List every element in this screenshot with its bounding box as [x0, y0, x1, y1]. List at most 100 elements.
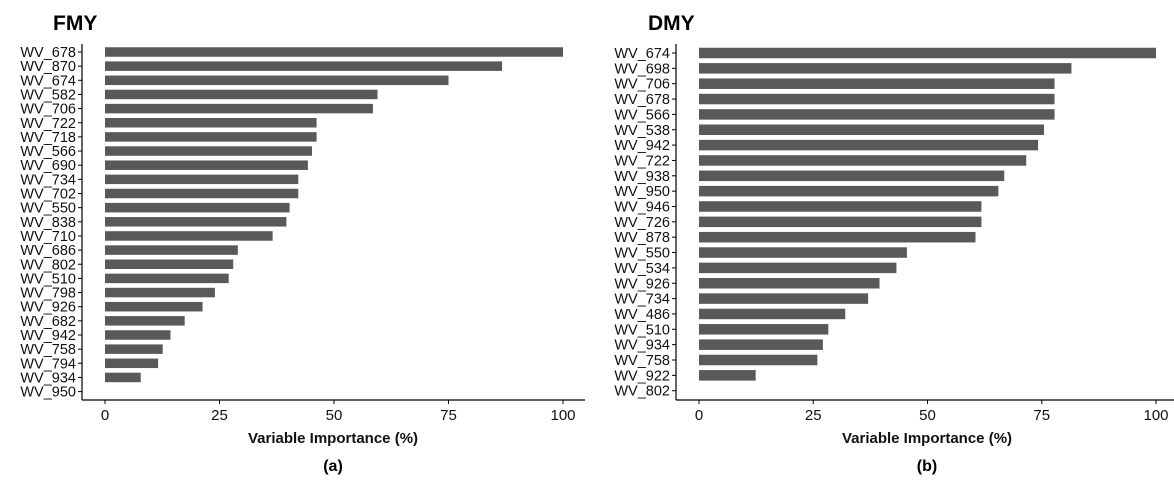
bar — [105, 372, 141, 383]
bar — [699, 324, 829, 335]
category-label: WV_934 — [20, 370, 76, 386]
bar — [699, 109, 1055, 120]
x-tick-label: 50 — [326, 407, 343, 424]
category-label: WV_734 — [614, 292, 670, 308]
category-label: WV_550 — [614, 246, 670, 262]
x-tick-label: 50 — [919, 407, 936, 424]
bar — [699, 139, 1039, 151]
bar — [105, 75, 449, 86]
bar — [699, 201, 982, 212]
chart-dmy: DMY Variable Importance (%) (b) WV_674WV… — [614, 12, 1174, 475]
bar — [699, 262, 897, 274]
category-label: WV_678 — [20, 45, 76, 61]
x-tick-label: 25 — [805, 407, 822, 424]
chart-fmy: FMY Variable Importance (%) (a) WV_678WV… — [20, 12, 585, 475]
category-label: WV_674 — [614, 46, 670, 62]
x-tick-label: 100 — [1143, 407, 1168, 424]
bar — [105, 61, 503, 71]
category-label: WV_794 — [20, 356, 76, 372]
category-label: WV_726 — [614, 215, 670, 231]
bar — [699, 339, 823, 350]
chart-title: FMY — [53, 12, 97, 35]
bar — [699, 170, 1005, 182]
bar — [699, 278, 880, 289]
category-label: WV_682 — [20, 314, 76, 330]
chart-panel-dmy: DMY Variable Importance (%) (b) WV_674 WV… — [593, 0, 1174, 480]
bar — [699, 185, 999, 197]
x-tick-label: 100 — [550, 407, 575, 424]
x-tick-label: 25 — [211, 407, 228, 424]
bar — [105, 330, 171, 340]
category-label: WV_942 — [614, 138, 670, 154]
category-label: WV_686 — [20, 243, 76, 259]
bar — [699, 293, 869, 304]
bar — [105, 89, 378, 100]
bar — [105, 301, 203, 312]
x-tick-label: 0 — [101, 407, 109, 424]
bar — [105, 188, 299, 199]
bar — [105, 231, 273, 241]
category-label: WV_566 — [614, 107, 670, 123]
x-tick-label: 75 — [1033, 407, 1050, 424]
category-label: WV_566 — [20, 144, 76, 160]
bar — [699, 63, 1072, 74]
category-label: WV_838 — [20, 215, 76, 231]
bar — [699, 247, 907, 258]
bar — [699, 354, 818, 366]
x-axis-title: Variable Importance (%) — [248, 430, 418, 447]
bar — [105, 358, 159, 369]
bar — [105, 174, 299, 185]
bar — [105, 273, 229, 284]
category-label: WV_706 — [20, 102, 76, 118]
bar — [699, 124, 1045, 135]
bar — [105, 259, 234, 269]
category-label: WV_870 — [20, 59, 76, 75]
bar — [699, 216, 982, 228]
bar — [699, 78, 1055, 89]
bar — [699, 155, 1027, 166]
bar — [699, 370, 756, 381]
x-axis-title: Variable Importance (%) — [842, 430, 1012, 447]
category-label: WV_798 — [20, 286, 76, 302]
category-label: WV_486 — [614, 307, 670, 323]
bar — [105, 245, 238, 255]
category-label: WV_690 — [20, 158, 76, 174]
category-label: WV_922 — [614, 368, 670, 384]
category-label: WV_946 — [614, 200, 670, 216]
bar — [105, 287, 215, 298]
bar — [105, 202, 290, 213]
category-label: WV_722 — [614, 153, 670, 169]
category-label: WV_718 — [20, 130, 76, 146]
chart-panel-fmy: FMY Variable Importance (%) (a) WV_678 WV… — [20, 12, 585, 475]
category-label: WV_678 — [614, 92, 670, 108]
category-label: WV_942 — [20, 328, 76, 344]
x-tick-label: 0 — [695, 407, 703, 424]
category-label: WV_802 — [614, 384, 670, 400]
bar — [105, 47, 563, 57]
bar — [105, 316, 185, 326]
category-label: WV_698 — [614, 61, 670, 77]
category-label: WV_758 — [614, 353, 670, 369]
category-label: WV_926 — [614, 276, 670, 292]
bar — [105, 118, 317, 128]
category-label: WV_878 — [614, 230, 670, 246]
bar — [699, 93, 1055, 105]
category-label: WV_734 — [20, 172, 76, 188]
panel-caption: (b) — [917, 458, 937, 475]
category-label: WV_510 — [20, 271, 76, 287]
bar — [105, 146, 313, 156]
category-label: WV_534 — [614, 261, 670, 277]
category-label: WV_702 — [20, 187, 76, 203]
category-label: WV_710 — [20, 229, 76, 245]
category-label: WV_538 — [614, 123, 670, 139]
category-label: WV_550 — [20, 201, 76, 217]
bar — [699, 308, 846, 320]
bar — [105, 344, 163, 354]
category-label: WV_582 — [20, 87, 76, 103]
category-label: WV_674 — [20, 73, 76, 89]
category-label: WV_950 — [614, 184, 670, 200]
x-tick-label: 75 — [440, 407, 457, 424]
category-label: WV_706 — [614, 77, 670, 93]
category-label: WV_950 — [20, 385, 76, 401]
category-label: WV_934 — [614, 338, 670, 354]
